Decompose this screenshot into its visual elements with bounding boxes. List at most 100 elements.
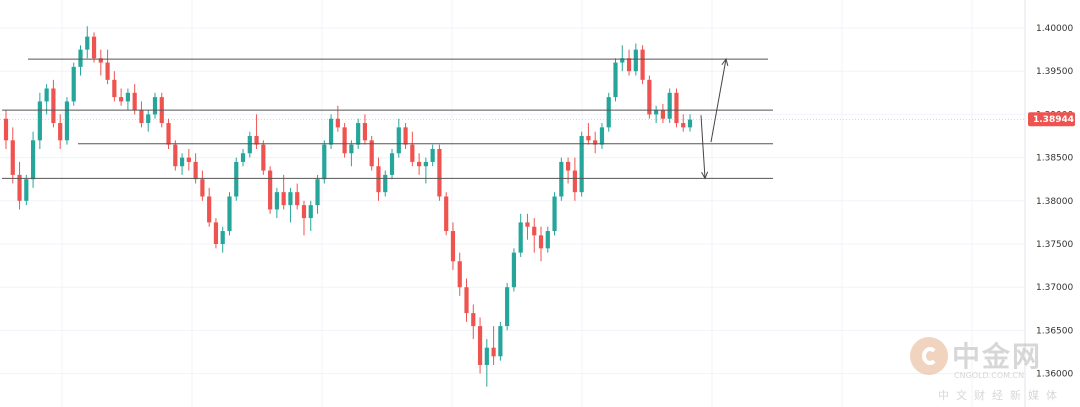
candle-body [471, 313, 476, 327]
candle-body [71, 66, 76, 102]
candle [125, 88, 131, 111]
candle [152, 92, 158, 119]
candle-body [37, 101, 42, 141]
candle [687, 114, 693, 132]
candle-body [328, 118, 334, 145]
candle [505, 282, 510, 331]
watermark-domain: CNGOLD.COM.CN [954, 371, 1025, 380]
candle-body [125, 92, 131, 102]
candle [640, 45, 645, 85]
candle [606, 92, 611, 132]
y-tick-label: 1.39500 [1036, 67, 1073, 77]
candle-body [51, 88, 56, 124]
candle [613, 58, 618, 102]
candle-body [498, 326, 503, 357]
candle [654, 105, 659, 124]
candle-body [525, 222, 530, 227]
candle-body [186, 157, 191, 162]
candle [491, 326, 496, 365]
candle [389, 148, 395, 180]
candle-body [146, 114, 151, 124]
candle [498, 321, 503, 361]
candle-body [647, 79, 652, 115]
candle-series [3, 26, 693, 387]
y-tick-label: 1.40000 [1036, 24, 1073, 34]
candle [396, 118, 401, 158]
candle [647, 75, 652, 119]
candle [620, 45, 625, 72]
candle-body [152, 97, 158, 115]
candle [464, 278, 469, 322]
candle [254, 114, 259, 149]
candle-body [687, 119, 693, 128]
candle-body [403, 127, 408, 145]
candle [342, 123, 347, 158]
candle [301, 200, 307, 236]
candle-body [254, 136, 259, 145]
candle-body [586, 136, 591, 141]
candle-body [491, 347, 496, 357]
candle-body [64, 101, 70, 141]
candle [518, 213, 523, 257]
candle [213, 218, 219, 249]
candle [450, 222, 456, 270]
candle [10, 127, 15, 184]
candle-body [349, 144, 354, 154]
candle-body [234, 161, 239, 197]
candle [24, 174, 29, 206]
candle [308, 200, 313, 232]
candle [430, 144, 435, 167]
candle [64, 97, 70, 145]
candle-body [613, 62, 618, 98]
candle-body [444, 196, 449, 232]
candle [660, 104, 666, 124]
candle-body [85, 36, 90, 50]
candle [200, 170, 205, 201]
candle [471, 304, 476, 340]
candle-body [532, 226, 537, 236]
current-price-badge [1028, 112, 1075, 127]
candle [532, 218, 537, 253]
candle [295, 183, 300, 210]
y-tick-label: 1.38000 [1036, 197, 1073, 207]
candle-body [274, 192, 279, 210]
candle [538, 226, 544, 262]
candle-body [173, 144, 178, 167]
candle-body [261, 144, 266, 171]
candle-body [579, 136, 584, 193]
candle-body [538, 235, 544, 249]
candle [78, 45, 83, 76]
current-price-label: 1.38944 [1033, 115, 1074, 125]
candle-body [139, 110, 144, 124]
candle-body [10, 140, 15, 175]
candle-body [247, 136, 252, 154]
watermark-title: 中金网 [952, 340, 1043, 373]
candle-body [464, 287, 469, 314]
candle-body [620, 58, 625, 63]
candle [565, 157, 571, 184]
candle [274, 187, 279, 219]
candle-body [112, 79, 117, 98]
candle [261, 140, 266, 175]
candle-body [301, 205, 307, 219]
candle-body [335, 118, 340, 128]
candle [593, 131, 598, 154]
candle [559, 157, 564, 201]
candle-body [572, 170, 577, 193]
candle-body [369, 140, 374, 167]
candle-body [91, 36, 97, 59]
candle-body [383, 174, 388, 193]
candle [234, 157, 239, 201]
candle-body [58, 123, 63, 141]
candle-body [200, 179, 205, 197]
candle [599, 123, 605, 149]
candle-body [660, 110, 666, 119]
grid-lines [0, 0, 1026, 407]
candle [281, 174, 286, 210]
candle [227, 192, 232, 236]
candle [545, 226, 550, 253]
candle [179, 153, 185, 175]
candle-body [477, 326, 483, 365]
candle-body [518, 222, 523, 253]
